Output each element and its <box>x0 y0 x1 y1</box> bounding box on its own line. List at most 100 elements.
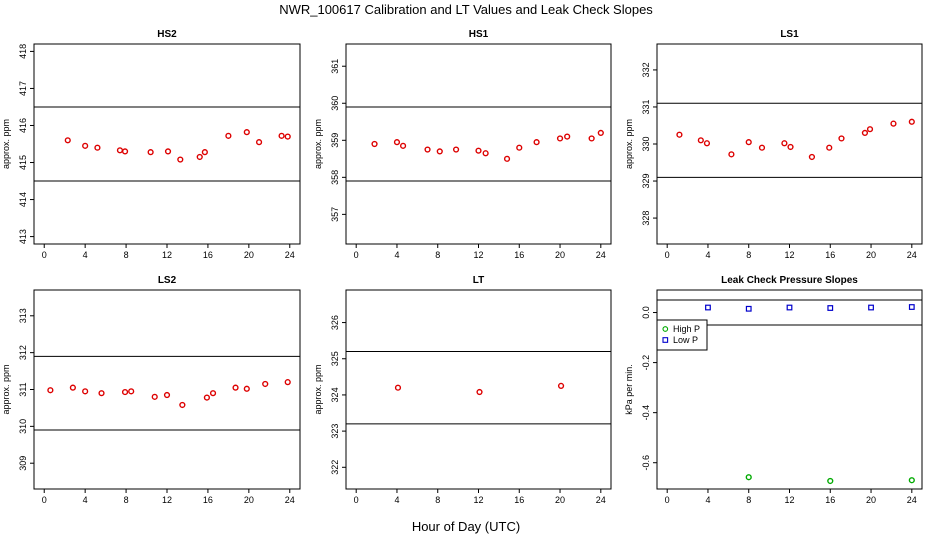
data-point <box>597 129 604 136</box>
data-point <box>151 393 158 400</box>
x-tick-label: 8 <box>435 495 440 505</box>
x-tick-label: 16 <box>203 495 213 505</box>
x-tick-label: 16 <box>514 250 524 260</box>
x-tick-label: 24 <box>907 250 917 260</box>
y-tick-label: 311 <box>18 382 28 396</box>
data-point <box>758 144 766 151</box>
legend-box <box>656 319 708 351</box>
data-point <box>728 151 735 158</box>
y-tick-label: 413 <box>18 229 28 244</box>
y-tick-label: 417 <box>18 81 28 96</box>
data-point <box>908 118 915 125</box>
y-tick-label: -0.2 <box>641 355 651 371</box>
data-point <box>781 140 788 147</box>
data-point <box>121 148 129 155</box>
data-point <box>786 304 793 311</box>
data-point <box>203 394 211 401</box>
plot-frame <box>656 43 923 245</box>
x-tick-label: 24 <box>596 495 606 505</box>
plot-frame <box>345 43 612 245</box>
y-tick-label: -0.4 <box>641 405 651 421</box>
data-point <box>284 379 291 386</box>
y-tick-label: 0.0 <box>641 306 651 319</box>
data-point <box>278 132 285 139</box>
data-point <box>436 148 443 155</box>
y-tick-label: 313 <box>18 308 28 323</box>
data-point <box>209 390 217 397</box>
data-point <box>827 305 834 311</box>
x-tick-label: 24 <box>285 250 295 260</box>
y-tick-label: 359 <box>330 133 340 148</box>
y-tick-label: 324 <box>330 387 340 402</box>
data-point <box>482 150 489 157</box>
y-tick-label: 357 <box>330 207 340 222</box>
data-point <box>394 384 402 391</box>
x-tick-label: 24 <box>596 250 606 260</box>
data-point <box>243 129 250 136</box>
y-tick-label: 358 <box>330 170 340 185</box>
data-point <box>533 139 540 146</box>
data-point <box>82 388 89 395</box>
data-point <box>243 385 250 392</box>
x-tick-label: 16 <box>203 250 213 260</box>
panel-ls1: LS1 0 4 8 12 16 20 24 328 329 330 331 332 approx. ppm <box>624 29 923 260</box>
data-point <box>82 142 89 149</box>
data-point <box>399 142 407 149</box>
y-tick-label: 309 <box>18 456 28 471</box>
data-point <box>838 135 845 142</box>
panel-hs1: HS1 0 4 8 12 16 20 24 357 358 359 360 361 approx. ppm <box>313 29 612 260</box>
legend-entry: High P <box>673 324 700 334</box>
data-point <box>868 304 874 311</box>
data-point <box>556 135 564 142</box>
figure-title: NWR_100617 Calibration and LT Values and… <box>279 2 653 17</box>
y-tick-label: 326 <box>330 315 340 330</box>
y-tick-label: 310 <box>18 419 28 434</box>
x-tick-label: 20 <box>555 250 565 260</box>
panel-title: LS2 <box>158 275 177 286</box>
data-point <box>908 477 915 484</box>
x-tick-label: 12 <box>162 250 172 260</box>
data-point <box>557 382 565 389</box>
legend-marker <box>662 337 669 343</box>
x-tick-label: 4 <box>394 495 399 505</box>
x-tick-label: 0 <box>354 495 359 505</box>
y-tick-label: 361 <box>330 59 340 74</box>
data-point <box>284 133 291 140</box>
x-tick-label: 16 <box>825 250 835 260</box>
data-point <box>201 149 208 156</box>
y-axis-label: approx. ppm <box>313 364 323 414</box>
y-axis-label: approx. ppm <box>624 119 634 169</box>
data-point <box>745 474 752 481</box>
data-point <box>861 129 869 136</box>
data-point <box>826 144 833 151</box>
x-tick-label: 16 <box>514 495 524 505</box>
data-point <box>116 147 124 154</box>
data-point <box>705 304 711 311</box>
x-tick-label: 0 <box>665 250 670 260</box>
x-tick-label: 4 <box>83 495 88 505</box>
x-tick-label: 12 <box>162 495 172 505</box>
y-tick-label: 322 <box>330 460 340 475</box>
y-tick-label: 416 <box>18 118 28 133</box>
data-point <box>588 135 595 142</box>
x-tick-label: 20 <box>866 495 876 505</box>
y-axis-label: approx. ppm <box>313 119 323 169</box>
x-tick-label: 0 <box>665 495 670 505</box>
data-point <box>516 144 523 151</box>
y-axis-label: approx. ppm <box>1 364 11 414</box>
y-tick-label: -0.6 <box>641 455 651 471</box>
data-point <box>163 391 171 399</box>
x-tick-label: 0 <box>354 250 359 260</box>
y-axis-label: kPa per min. <box>624 364 634 415</box>
data-point <box>787 143 794 151</box>
y-axis-label: approx. ppm <box>1 119 11 169</box>
x-tick-label: 4 <box>705 495 710 505</box>
panel-title: HS1 <box>469 29 489 40</box>
data-point <box>452 146 460 153</box>
data-point <box>121 388 129 396</box>
data-point <box>255 139 263 146</box>
panel-ls2: LS2 0 4 8 12 16 20 24 309 310 311 312 313 approx. ppm <box>1 275 301 505</box>
y-tick-label: 325 <box>330 351 340 366</box>
data-point <box>745 305 752 312</box>
data-point <box>697 137 704 144</box>
